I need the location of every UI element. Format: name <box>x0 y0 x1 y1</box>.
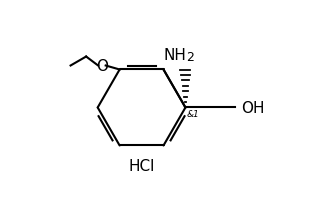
Text: 2: 2 <box>186 50 194 63</box>
Text: OH: OH <box>241 101 265 115</box>
Text: O: O <box>96 59 108 74</box>
Text: HCl: HCl <box>128 158 155 173</box>
Text: &1: &1 <box>186 110 199 119</box>
Text: NH: NH <box>163 47 186 62</box>
